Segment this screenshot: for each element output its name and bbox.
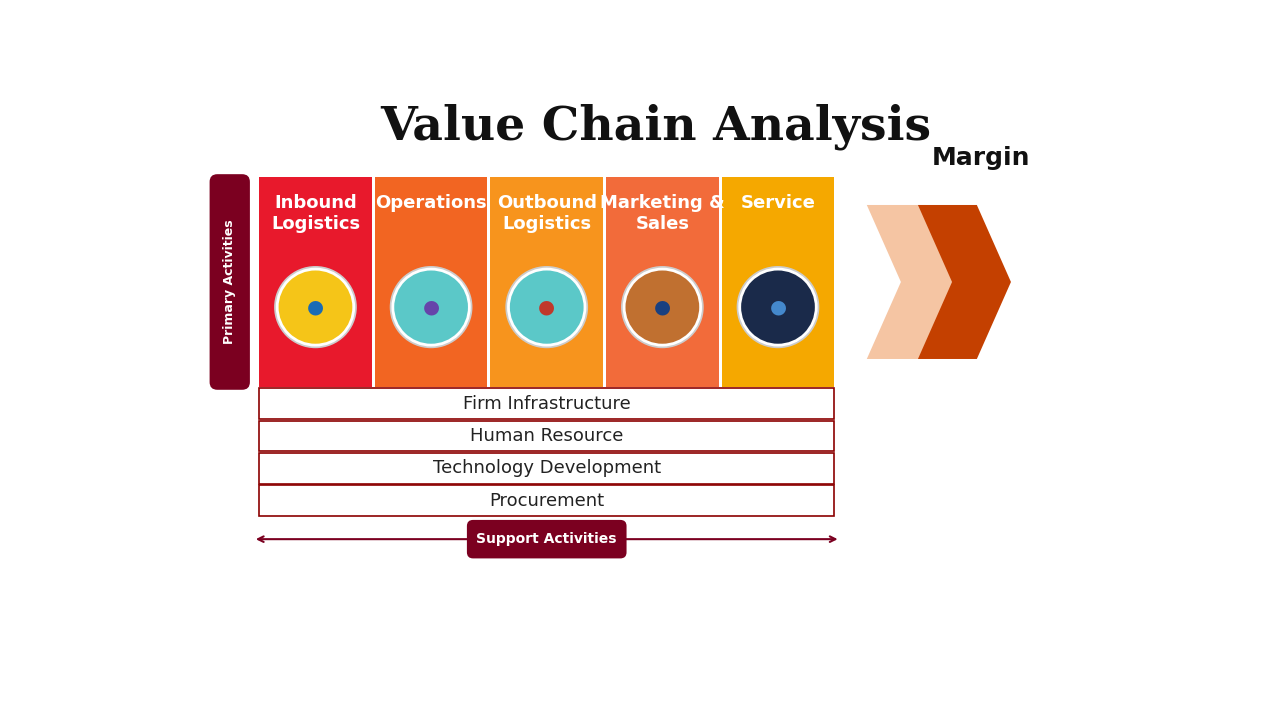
FancyBboxPatch shape <box>259 177 371 387</box>
FancyBboxPatch shape <box>259 388 835 419</box>
Text: Inbound
Logistics: Inbound Logistics <box>271 194 360 233</box>
FancyBboxPatch shape <box>259 453 835 484</box>
FancyBboxPatch shape <box>259 485 835 516</box>
FancyBboxPatch shape <box>467 520 626 559</box>
Circle shape <box>278 269 353 345</box>
Text: Operations: Operations <box>375 194 486 212</box>
FancyBboxPatch shape <box>490 177 603 387</box>
FancyBboxPatch shape <box>375 177 488 387</box>
FancyBboxPatch shape <box>210 174 250 390</box>
Text: Firm Infrastructure: Firm Infrastructure <box>463 395 631 413</box>
Text: Marketing &
Sales: Marketing & Sales <box>600 194 724 233</box>
Text: Human Resource: Human Resource <box>470 427 623 445</box>
Polygon shape <box>918 205 1011 359</box>
Circle shape <box>740 269 817 345</box>
Text: Procurement: Procurement <box>489 492 604 510</box>
Text: ●: ● <box>422 297 439 317</box>
Circle shape <box>506 266 588 348</box>
Text: ●: ● <box>538 297 556 317</box>
FancyBboxPatch shape <box>607 177 718 387</box>
Text: Technology Development: Technology Development <box>433 459 660 477</box>
Text: Value Chain Analysis: Value Chain Analysis <box>380 103 932 150</box>
Circle shape <box>621 266 704 348</box>
FancyBboxPatch shape <box>259 420 835 451</box>
Circle shape <box>393 269 470 345</box>
FancyBboxPatch shape <box>722 177 835 387</box>
Text: Support Activities: Support Activities <box>476 532 617 546</box>
Circle shape <box>274 266 357 348</box>
Circle shape <box>389 266 472 348</box>
Text: ●: ● <box>654 297 671 317</box>
Text: Primary Activities: Primary Activities <box>223 220 237 344</box>
Text: ●: ● <box>769 297 786 317</box>
Text: Margin: Margin <box>932 145 1030 169</box>
Text: ●: ● <box>307 297 324 317</box>
Circle shape <box>508 269 585 345</box>
Circle shape <box>736 266 819 348</box>
Text: Outbound
Logistics: Outbound Logistics <box>497 194 596 233</box>
Text: Service: Service <box>741 194 815 212</box>
Polygon shape <box>867 205 960 359</box>
Circle shape <box>625 269 700 345</box>
